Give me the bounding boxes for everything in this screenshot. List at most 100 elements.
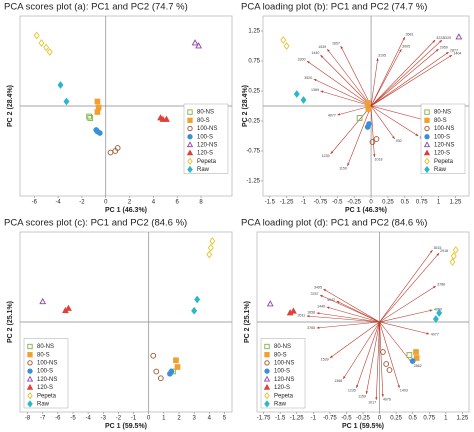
x-tick-label: -4	[55, 200, 61, 206]
y-tick-label: -1.25	[246, 179, 260, 185]
legend: 80-NS 80-S 100-NS 100-S 120-NS 120-S Pepeta Raw	[183, 103, 229, 174]
arrow-head	[375, 397, 378, 400]
point	[386, 367, 393, 373]
loading-arrow	[313, 78, 372, 107]
loading-label: 1440	[317, 304, 325, 308]
chart-title: PCA loading plot (d): PC1 and PC2 (84.6 …	[241, 218, 427, 229]
legend-label: Pepeta	[434, 159, 454, 165]
loading-arrow	[319, 294, 380, 323]
point	[65, 304, 72, 311]
point	[290, 307, 297, 314]
point	[364, 100, 371, 106]
arrow-head	[330, 151, 334, 154]
arrow-head	[316, 326, 320, 329]
legend-swatch	[27, 392, 33, 400]
chart-title: PCA loading plot (b): PC1 and PC2 (74.7 …	[241, 2, 427, 13]
legend-swatch	[424, 134, 430, 140]
x-tick-label: 3	[192, 416, 196, 422]
arrow-head	[340, 46, 343, 49]
point	[383, 361, 390, 367]
y-axis-label: PC 2 (28.4%)	[242, 85, 249, 127]
legend-swatch	[26, 375, 34, 382]
loading-arrow	[375, 321, 380, 401]
arrow-head	[376, 58, 379, 61]
point	[86, 113, 92, 120]
point	[191, 39, 199, 46]
legend-label: 80-S	[197, 118, 210, 124]
loading-label: 1369	[311, 88, 319, 92]
x-tick-label: 4	[152, 200, 156, 206]
point	[38, 39, 45, 47]
loading-arrow	[337, 105, 372, 116]
y-tick-label: 0.75	[248, 59, 260, 65]
legend-label: Raw	[274, 401, 287, 407]
arrow-head	[402, 37, 405, 40]
arrow-head	[313, 79, 317, 82]
legend-swatch	[27, 360, 33, 366]
loading-arrow	[379, 252, 440, 323]
point	[432, 315, 439, 323]
legend: 80-NS 80-S 100-NS 100-S 120-NS 120-S Pepeta Raw	[23, 338, 69, 409]
loading-arrow	[330, 105, 372, 155]
x-tick-label: -2	[79, 200, 85, 206]
loading-label: 2877	[450, 49, 458, 53]
x-tick-label: 0	[369, 200, 373, 206]
loading-label: 1539	[321, 357, 329, 361]
x-tick-label: -0.25	[356, 416, 370, 422]
loading-arrow	[370, 48, 402, 107]
loading-label: 1017	[368, 400, 376, 404]
loading-label: 4077	[328, 114, 336, 118]
legend-label: 100-S	[274, 369, 290, 375]
x-axis-label: PC 1 (46.3%)	[345, 207, 387, 214]
x-tick-label: -0.5	[332, 200, 343, 206]
y-tick-label: -0.25	[246, 119, 260, 125]
arrow-head	[326, 306, 330, 309]
loading-arrow	[323, 288, 380, 323]
x-tick-label: 0.5	[401, 200, 410, 206]
point	[206, 250, 213, 259]
arrow-head	[439, 40, 442, 43]
loading-arrow	[379, 249, 433, 323]
point	[163, 115, 170, 122]
x-tick-label: -1.5	[265, 200, 276, 206]
legend: 80-NS 80-S 100-NS 100-S 120-NS 120-S Pepeta Raw	[260, 338, 306, 409]
legend-swatch	[187, 117, 193, 123]
x-tick-label: 0.75	[416, 200, 428, 206]
loading-label: 930	[396, 139, 402, 143]
arrow-head	[343, 376, 346, 379]
loading-arrow	[329, 321, 380, 359]
legend-label: Raw	[197, 167, 210, 173]
arrow-head	[432, 40, 436, 43]
x-tick-label: -2	[116, 416, 122, 422]
legend-swatch	[187, 125, 193, 132]
loading-arrow	[326, 48, 372, 107]
point	[93, 127, 100, 133]
point	[46, 48, 53, 56]
panel: PCA loading plot (d): PC1 and PC2 (84.6 …	[241, 218, 470, 430]
loading-label: 1018	[375, 157, 383, 161]
legend-label: 80-NS	[274, 344, 291, 350]
legend-swatch	[27, 343, 33, 350]
arrow-head	[316, 312, 320, 315]
point	[43, 43, 50, 52]
arrow-head	[415, 133, 419, 136]
loading-arrow	[370, 39, 436, 107]
legend-swatch	[187, 157, 193, 165]
arrow-head	[429, 250, 433, 253]
legend-swatch	[424, 165, 430, 174]
panel: PCA loading plot (b): PC1 and PC2 (74.7 …	[241, 2, 470, 214]
loading-label: 3581	[405, 33, 413, 37]
loading-label: 4076	[383, 397, 391, 401]
loading-label: 1539	[318, 45, 326, 49]
loading-arrow	[370, 54, 453, 107]
point	[39, 297, 47, 305]
arrow-head	[356, 385, 359, 388]
arrow-head	[397, 385, 400, 388]
x-tick-label: -1.5	[275, 416, 286, 422]
point	[63, 97, 70, 106]
loading-label: 3765	[307, 326, 315, 330]
loading-arrow	[370, 51, 449, 107]
loading-arrow	[366, 321, 380, 395]
point	[157, 375, 164, 382]
